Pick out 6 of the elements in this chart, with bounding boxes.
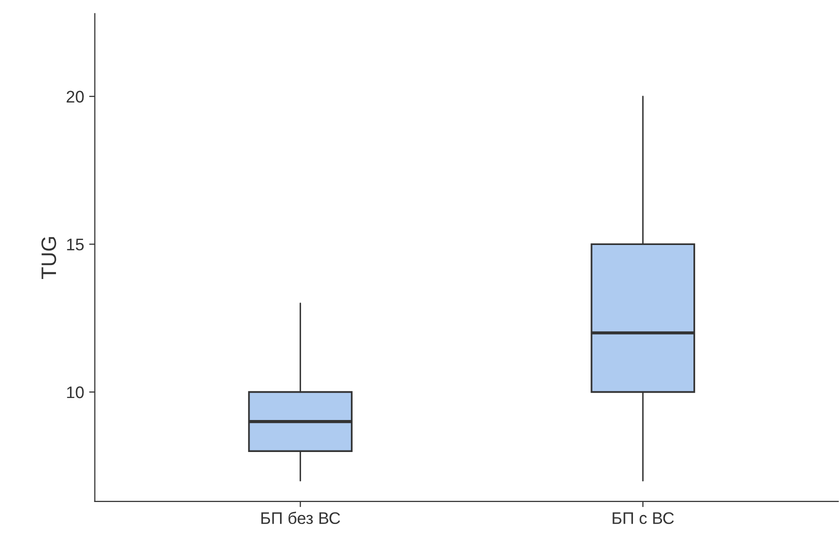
y-tick-label: 20 [66, 90, 84, 103]
x-tick-label: БП с ВС [612, 512, 674, 524]
y-tick-label: 15 [67, 238, 84, 250]
y-tick-label: 10 [67, 386, 84, 398]
y-axis-title: TUG [41, 237, 56, 280]
x-tick-label: БП без ВС [261, 512, 340, 524]
